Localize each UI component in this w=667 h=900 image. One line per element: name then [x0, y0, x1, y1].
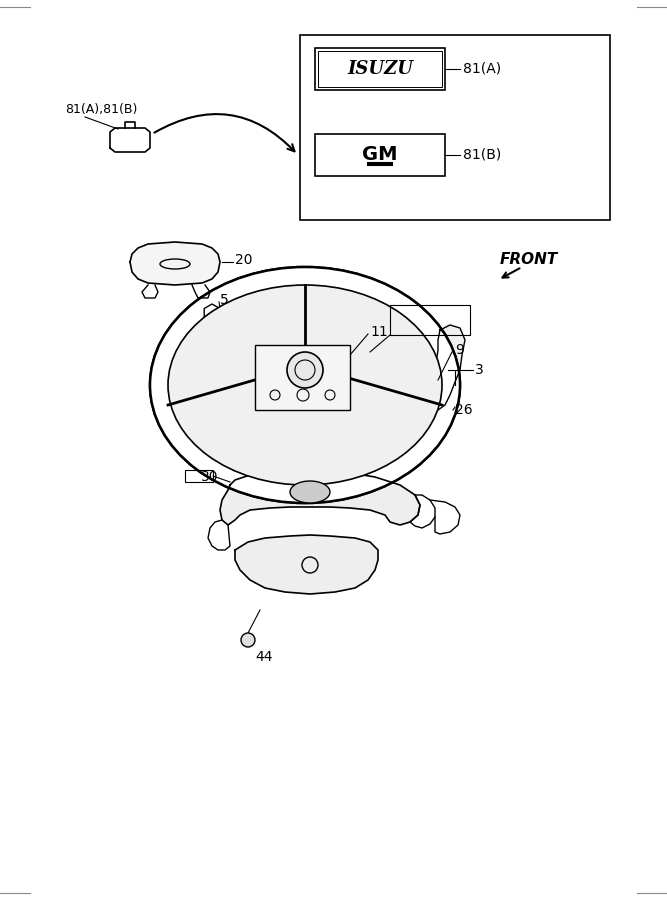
Text: FRONT: FRONT: [500, 253, 558, 267]
Polygon shape: [220, 470, 420, 525]
Text: 44: 44: [255, 650, 273, 664]
Ellipse shape: [150, 267, 460, 503]
Text: 11: 11: [370, 325, 388, 339]
Circle shape: [241, 633, 255, 647]
Text: ISUZU: ISUZU: [347, 60, 413, 78]
Polygon shape: [130, 242, 220, 285]
Polygon shape: [235, 535, 378, 594]
Text: 81(B): 81(B): [463, 148, 501, 162]
Text: 9: 9: [455, 343, 464, 357]
Text: 26: 26: [455, 403, 473, 417]
Text: 20: 20: [235, 253, 253, 267]
Bar: [315, 134, 445, 176]
Ellipse shape: [168, 285, 442, 485]
Bar: [185, 470, 213, 482]
Bar: [300, 35, 610, 220]
Bar: [315, 48, 445, 90]
Bar: [318, 51, 442, 87]
Bar: [255, 345, 350, 410]
Text: 3: 3: [475, 363, 484, 377]
Bar: [255, 345, 350, 410]
Polygon shape: [425, 325, 465, 410]
Text: GM: GM: [362, 146, 398, 165]
FancyArrowPatch shape: [154, 114, 294, 151]
Text: 81(A),81(B): 81(A),81(B): [65, 104, 137, 116]
Ellipse shape: [290, 481, 330, 503]
Text: 30: 30: [201, 470, 218, 484]
Text: 5: 5: [220, 293, 229, 307]
Text: 81(A): 81(A): [463, 62, 501, 76]
Circle shape: [287, 352, 323, 388]
